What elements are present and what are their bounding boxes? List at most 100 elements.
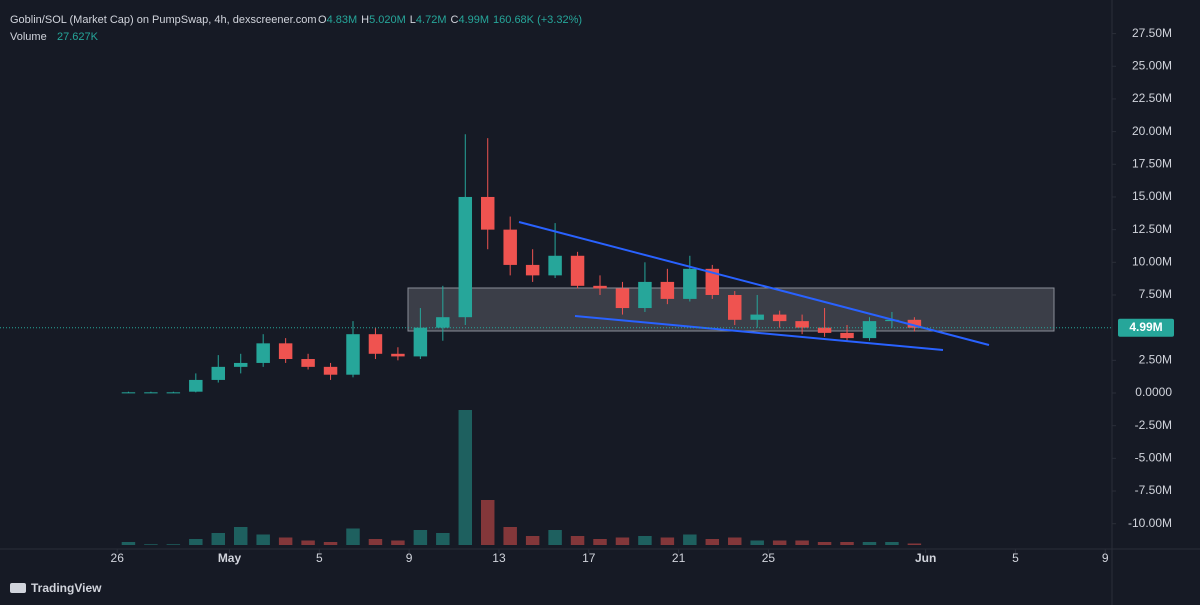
candle-body (525, 264, 540, 276)
candle-body (615, 288, 630, 309)
candle-body (189, 379, 203, 392)
candle-body (346, 334, 360, 375)
y-tick-label: -2.50M (1135, 418, 1172, 432)
candle-body (593, 285, 607, 289)
y-tick-label: 25.00M (1132, 58, 1172, 72)
candle-body (436, 317, 450, 328)
candle-body (233, 362, 248, 367)
legend-value: 4.72M (416, 14, 447, 26)
candle-body (278, 343, 293, 360)
volume-bar (413, 530, 428, 545)
volume-bar (189, 539, 203, 545)
candle-body (368, 334, 383, 354)
volume-bar (907, 543, 922, 545)
last-price-box (1118, 318, 1174, 337)
volume-bar (144, 544, 158, 545)
volume-bar (323, 542, 338, 545)
volume-bar (795, 540, 809, 545)
volume-bar (525, 536, 540, 545)
volume-bar (121, 542, 136, 545)
y-tick-label: 17.50M (1132, 156, 1172, 170)
volume-bar (391, 540, 405, 545)
volume-bar (368, 539, 383, 545)
volume-bar (593, 539, 607, 545)
volume-bar (683, 534, 697, 545)
volume-bar (458, 410, 473, 545)
candle-body (750, 314, 764, 320)
legend-change: 160.68K (+3.32%) (493, 14, 582, 26)
trend-line-lower (574, 315, 944, 351)
candle-body (503, 229, 517, 265)
x-tick-label: 17 (582, 551, 596, 565)
legend-value: 4.83M (327, 14, 358, 26)
candle-body (413, 327, 428, 357)
logo-icon (10, 583, 26, 593)
legend-value: 5.020M (369, 14, 406, 26)
x-tick-label: May (218, 551, 242, 565)
candle-body (840, 332, 854, 339)
volume-bar (705, 539, 720, 545)
candle-body (121, 392, 136, 394)
x-tick-label: 5 (1012, 551, 1019, 565)
last-price-label: 4.99M (1129, 320, 1162, 334)
volume-bar (885, 542, 899, 545)
y-tick-label: -7.50M (1135, 483, 1172, 497)
volume-bar (772, 540, 787, 545)
volume-value: 27.627K (57, 31, 99, 43)
ohlc-legend: O4.83M H5.020M L4.72M C4.99M 160.68K (+3.32%… (318, 14, 582, 26)
y-tick-label: 22.50M (1132, 91, 1172, 105)
y-tick-label: 27.50M (1132, 26, 1172, 40)
candle-body (728, 294, 742, 320)
y-tick-label: 12.50M (1132, 222, 1172, 236)
x-tick-label: Jun (915, 551, 936, 565)
candle-body (391, 353, 405, 357)
legend-value: 4.99M (458, 14, 489, 26)
volume-bar (840, 542, 854, 545)
volume-bar (436, 533, 450, 545)
volume-bar (256, 534, 270, 545)
brand: TradingView (31, 581, 102, 595)
candle-body (256, 343, 270, 363)
x-tick-label: 25 (762, 551, 776, 565)
volume-bar (233, 527, 248, 545)
x-tick-label: 26 (111, 551, 125, 565)
candle-body (772, 314, 787, 322)
candle-body (301, 359, 315, 367)
trend-line-upper (518, 221, 990, 346)
candle-body (817, 327, 832, 333)
y-tick-label: -10.00M (1128, 516, 1172, 530)
candle-body (683, 268, 697, 299)
volume-bar (615, 537, 630, 545)
y-tick-label: 15.00M (1132, 189, 1172, 203)
y-tick-label: 10.00M (1132, 254, 1172, 268)
volume-bar (166, 544, 181, 545)
x-tick-label: 9 (406, 551, 413, 565)
candle-body (323, 366, 338, 375)
x-tick-label: 5 (316, 551, 323, 565)
volume-bar (503, 527, 517, 545)
candle-body (570, 255, 585, 286)
volume-bar (301, 540, 315, 545)
x-tick-label: 13 (492, 551, 506, 565)
volume-bar (480, 500, 495, 545)
candle-body (166, 392, 181, 394)
candle-body (705, 268, 720, 295)
y-tick-label: 20.00M (1132, 124, 1172, 138)
volume-bar (570, 536, 585, 545)
volume-bar (346, 528, 360, 545)
volume-bar (728, 537, 742, 545)
x-tick-label: 9 (1102, 551, 1109, 565)
legend-key: H (361, 14, 369, 26)
y-tick-label: -5.00M (1135, 451, 1172, 465)
candle-body (862, 321, 877, 339)
legend-key: C (451, 14, 459, 26)
volume-bar (548, 530, 562, 545)
logo[interactable]: TradingView (10, 581, 102, 595)
y-tick-label: 7.50M (1139, 287, 1172, 301)
candle-body (211, 366, 226, 380)
candle-body (795, 321, 809, 328)
candle-body (480, 196, 495, 230)
candle-body (660, 281, 675, 299)
